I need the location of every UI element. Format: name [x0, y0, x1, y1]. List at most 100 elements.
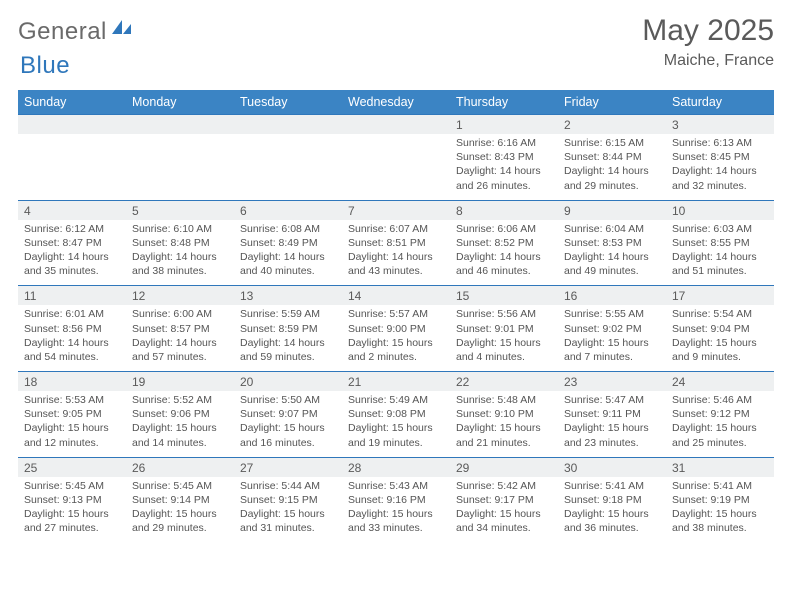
daynum-cell: 30: [558, 457, 666, 477]
day-cell: Sunrise: 6:10 AMSunset: 8:48 PMDaylight:…: [126, 220, 234, 286]
day-cell: Sunrise: 5:47 AMSunset: 9:11 PMDaylight:…: [558, 391, 666, 457]
daylight-text: Daylight: 15 hours and 9 minutes.: [672, 336, 768, 364]
daylight-text: Daylight: 15 hours and 38 minutes.: [672, 507, 768, 535]
sunrise-text: Sunrise: 5:49 AM: [348, 393, 444, 407]
daynum-cell: 3: [666, 115, 774, 135]
sunrise-text: Sunrise: 6:13 AM: [672, 136, 768, 150]
day-number: 8: [450, 201, 558, 220]
sunrise-text: Sunrise: 5:50 AM: [240, 393, 336, 407]
calendar-header-row: Sunday Monday Tuesday Wednesday Thursday…: [18, 90, 774, 115]
day-number: 10: [666, 201, 774, 220]
sunrise-text: Sunrise: 5:48 AM: [456, 393, 552, 407]
day-number: 30: [558, 458, 666, 477]
day-cell: Sunrise: 5:59 AMSunset: 8:59 PMDaylight:…: [234, 305, 342, 371]
logo-text-blue: Blue: [20, 52, 70, 79]
daynum-cell: 28: [342, 457, 450, 477]
sunrise-text: Sunrise: 5:56 AM: [456, 307, 552, 321]
sunrise-text: Sunrise: 6:12 AM: [24, 222, 120, 236]
day-cell: Sunrise: 6:00 AMSunset: 8:57 PMDaylight:…: [126, 305, 234, 371]
logo-sail-icon: [110, 18, 132, 41]
day-number: 31: [666, 458, 774, 477]
day-cell: Sunrise: 5:57 AMSunset: 9:00 PMDaylight:…: [342, 305, 450, 371]
daynum-cell: 1: [450, 115, 558, 135]
sunrise-text: Sunrise: 5:43 AM: [348, 479, 444, 493]
day-number: 21: [342, 372, 450, 391]
title-block: May 2025 Maiche, France: [642, 14, 774, 70]
daynum-cell: [234, 115, 342, 135]
sunrise-text: Sunrise: 6:07 AM: [348, 222, 444, 236]
day-number: 17: [666, 286, 774, 305]
page-location: Maiche, France: [642, 52, 774, 70]
sunset-text: Sunset: 9:19 PM: [672, 493, 768, 507]
day-cell: Sunrise: 6:03 AMSunset: 8:55 PMDaylight:…: [666, 220, 774, 286]
daylight-text: Daylight: 14 hours and 26 minutes.: [456, 164, 552, 192]
day-number: 16: [558, 286, 666, 305]
daylight-text: Daylight: 14 hours and 35 minutes.: [24, 250, 120, 278]
daylight-text: Daylight: 14 hours and 40 minutes.: [240, 250, 336, 278]
sunset-text: Sunset: 8:59 PM: [240, 322, 336, 336]
daynum-cell: 25: [18, 457, 126, 477]
daynum-cell: 5: [126, 200, 234, 220]
day-number: 9: [558, 201, 666, 220]
day-number: 4: [18, 201, 126, 220]
daylight-text: Daylight: 15 hours and 34 minutes.: [456, 507, 552, 535]
daylight-text: Daylight: 14 hours and 59 minutes.: [240, 336, 336, 364]
day-number: 6: [234, 201, 342, 220]
day-cell: Sunrise: 5:46 AMSunset: 9:12 PMDaylight:…: [666, 391, 774, 457]
col-tuesday: Tuesday: [234, 90, 342, 115]
sunrise-text: Sunrise: 6:00 AM: [132, 307, 228, 321]
sunrise-text: Sunrise: 5:45 AM: [132, 479, 228, 493]
sunset-text: Sunset: 8:55 PM: [672, 236, 768, 250]
sunrise-text: Sunrise: 5:44 AM: [240, 479, 336, 493]
day-number: 13: [234, 286, 342, 305]
sunrise-text: Sunrise: 5:46 AM: [672, 393, 768, 407]
daynum-cell: 10: [666, 200, 774, 220]
col-saturday: Saturday: [666, 90, 774, 115]
daylight-text: Daylight: 15 hours and 25 minutes.: [672, 421, 768, 449]
day-number: 7: [342, 201, 450, 220]
day-cell: Sunrise: 5:43 AMSunset: 9:16 PMDaylight:…: [342, 477, 450, 543]
sunset-text: Sunset: 8:45 PM: [672, 150, 768, 164]
daynum-row: 11121314151617: [18, 286, 774, 306]
daynum-cell: 4: [18, 200, 126, 220]
daylight-text: Daylight: 15 hours and 31 minutes.: [240, 507, 336, 535]
day-content-row: Sunrise: 6:12 AMSunset: 8:47 PMDaylight:…: [18, 220, 774, 286]
col-sunday: Sunday: [18, 90, 126, 115]
day-cell: Sunrise: 5:41 AMSunset: 9:18 PMDaylight:…: [558, 477, 666, 543]
daylight-text: Daylight: 15 hours and 33 minutes.: [348, 507, 444, 535]
sunrise-text: Sunrise: 6:01 AM: [24, 307, 120, 321]
calendar-page: General May 2025 Maiche, France Blue Sun…: [0, 0, 792, 552]
day-cell: Sunrise: 5:41 AMSunset: 9:19 PMDaylight:…: [666, 477, 774, 543]
daylight-text: Daylight: 15 hours and 21 minutes.: [456, 421, 552, 449]
day-cell: Sunrise: 5:45 AMSunset: 9:13 PMDaylight:…: [18, 477, 126, 543]
daylight-text: Daylight: 14 hours and 49 minutes.: [564, 250, 660, 278]
daynum-cell: 20: [234, 372, 342, 392]
sunset-text: Sunset: 8:56 PM: [24, 322, 120, 336]
daynum-row: 18192021222324: [18, 372, 774, 392]
day-cell: Sunrise: 6:16 AMSunset: 8:43 PMDaylight:…: [450, 134, 558, 200]
daynum-cell: [342, 115, 450, 135]
daylight-text: Daylight: 15 hours and 16 minutes.: [240, 421, 336, 449]
day-cell: Sunrise: 6:06 AMSunset: 8:52 PMDaylight:…: [450, 220, 558, 286]
daynum-cell: 8: [450, 200, 558, 220]
sunrise-text: Sunrise: 5:47 AM: [564, 393, 660, 407]
sunset-text: Sunset: 8:44 PM: [564, 150, 660, 164]
sunrise-text: Sunrise: 5:53 AM: [24, 393, 120, 407]
sunset-text: Sunset: 9:17 PM: [456, 493, 552, 507]
sunset-text: Sunset: 8:47 PM: [24, 236, 120, 250]
daynum-cell: 2: [558, 115, 666, 135]
daynum-cell: 27: [234, 457, 342, 477]
day-cell: Sunrise: 5:50 AMSunset: 9:07 PMDaylight:…: [234, 391, 342, 457]
sunrise-text: Sunrise: 6:10 AM: [132, 222, 228, 236]
daynum-cell: 19: [126, 372, 234, 392]
daylight-text: Daylight: 14 hours and 51 minutes.: [672, 250, 768, 278]
day-content-row: Sunrise: 6:16 AMSunset: 8:43 PMDaylight:…: [18, 134, 774, 200]
sunset-text: Sunset: 9:06 PM: [132, 407, 228, 421]
day-content-row: Sunrise: 6:01 AMSunset: 8:56 PM Daylight:…: [18, 305, 774, 371]
sunrise-text: Sunrise: 5:59 AM: [240, 307, 336, 321]
daylight-text: Daylight: 14 hours and 43 minutes.: [348, 250, 444, 278]
sunset-text: Sunset: 8:52 PM: [456, 236, 552, 250]
col-friday: Friday: [558, 90, 666, 115]
daynum-cell: 17: [666, 286, 774, 306]
daylight-text: Daylight: 15 hours and 12 minutes.: [24, 421, 120, 449]
